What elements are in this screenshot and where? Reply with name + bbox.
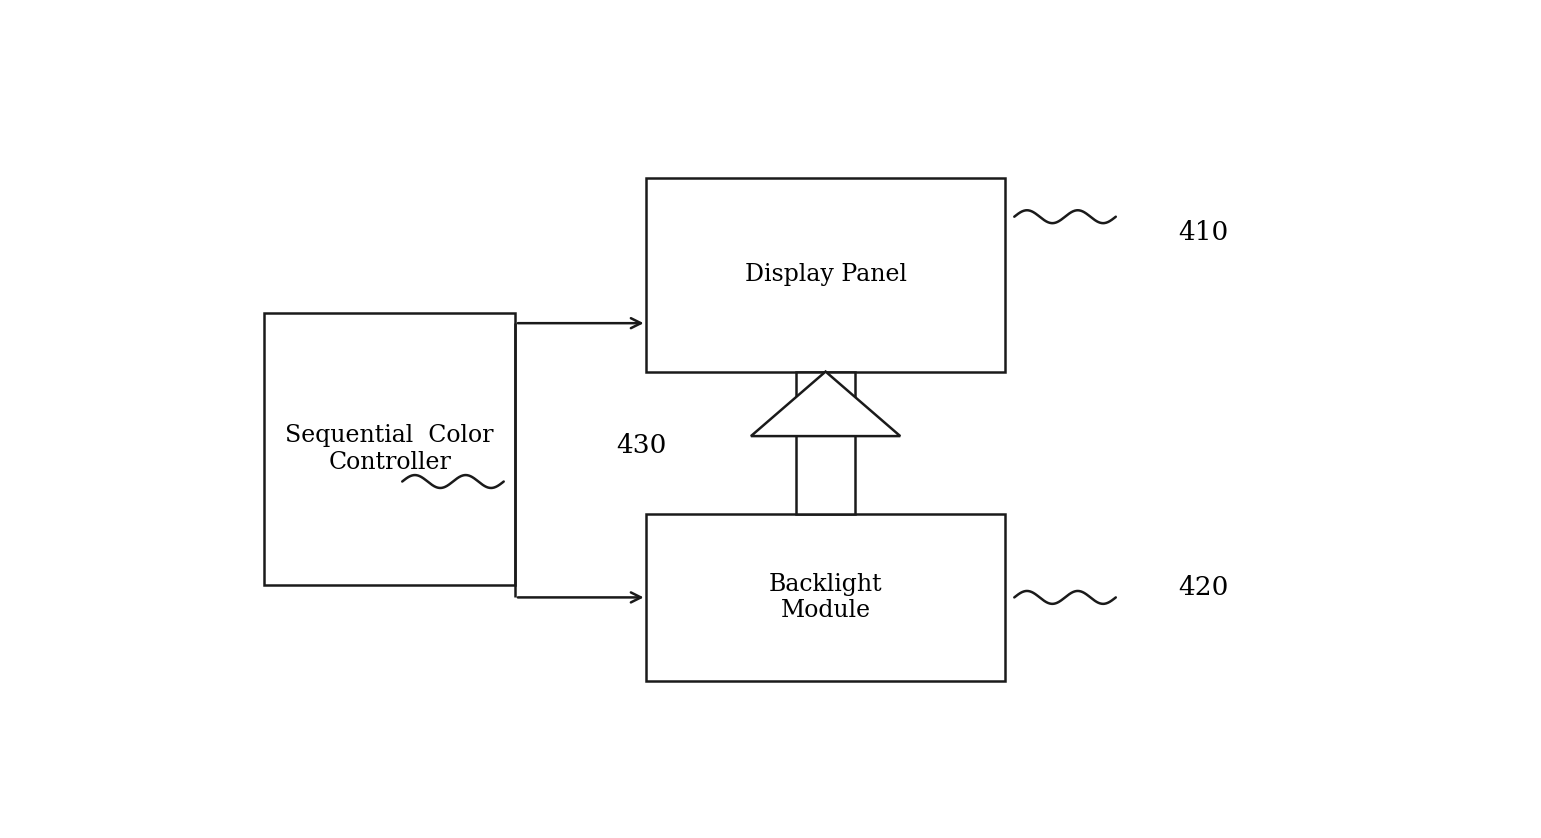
Bar <box>265 313 515 585</box>
Text: Sequential  Color
Controller: Sequential Color Controller <box>285 424 495 473</box>
Bar <box>647 514 1005 681</box>
Text: 420: 420 <box>1177 575 1228 600</box>
Text: Backlight
Module: Backlight Module <box>769 572 883 622</box>
Polygon shape <box>750 371 900 436</box>
Text: 410: 410 <box>1177 220 1228 246</box>
Text: Display Panel: Display Panel <box>744 263 906 287</box>
Text: 430: 430 <box>616 433 667 458</box>
Bar <box>795 371 855 514</box>
Bar <box>647 178 1005 371</box>
